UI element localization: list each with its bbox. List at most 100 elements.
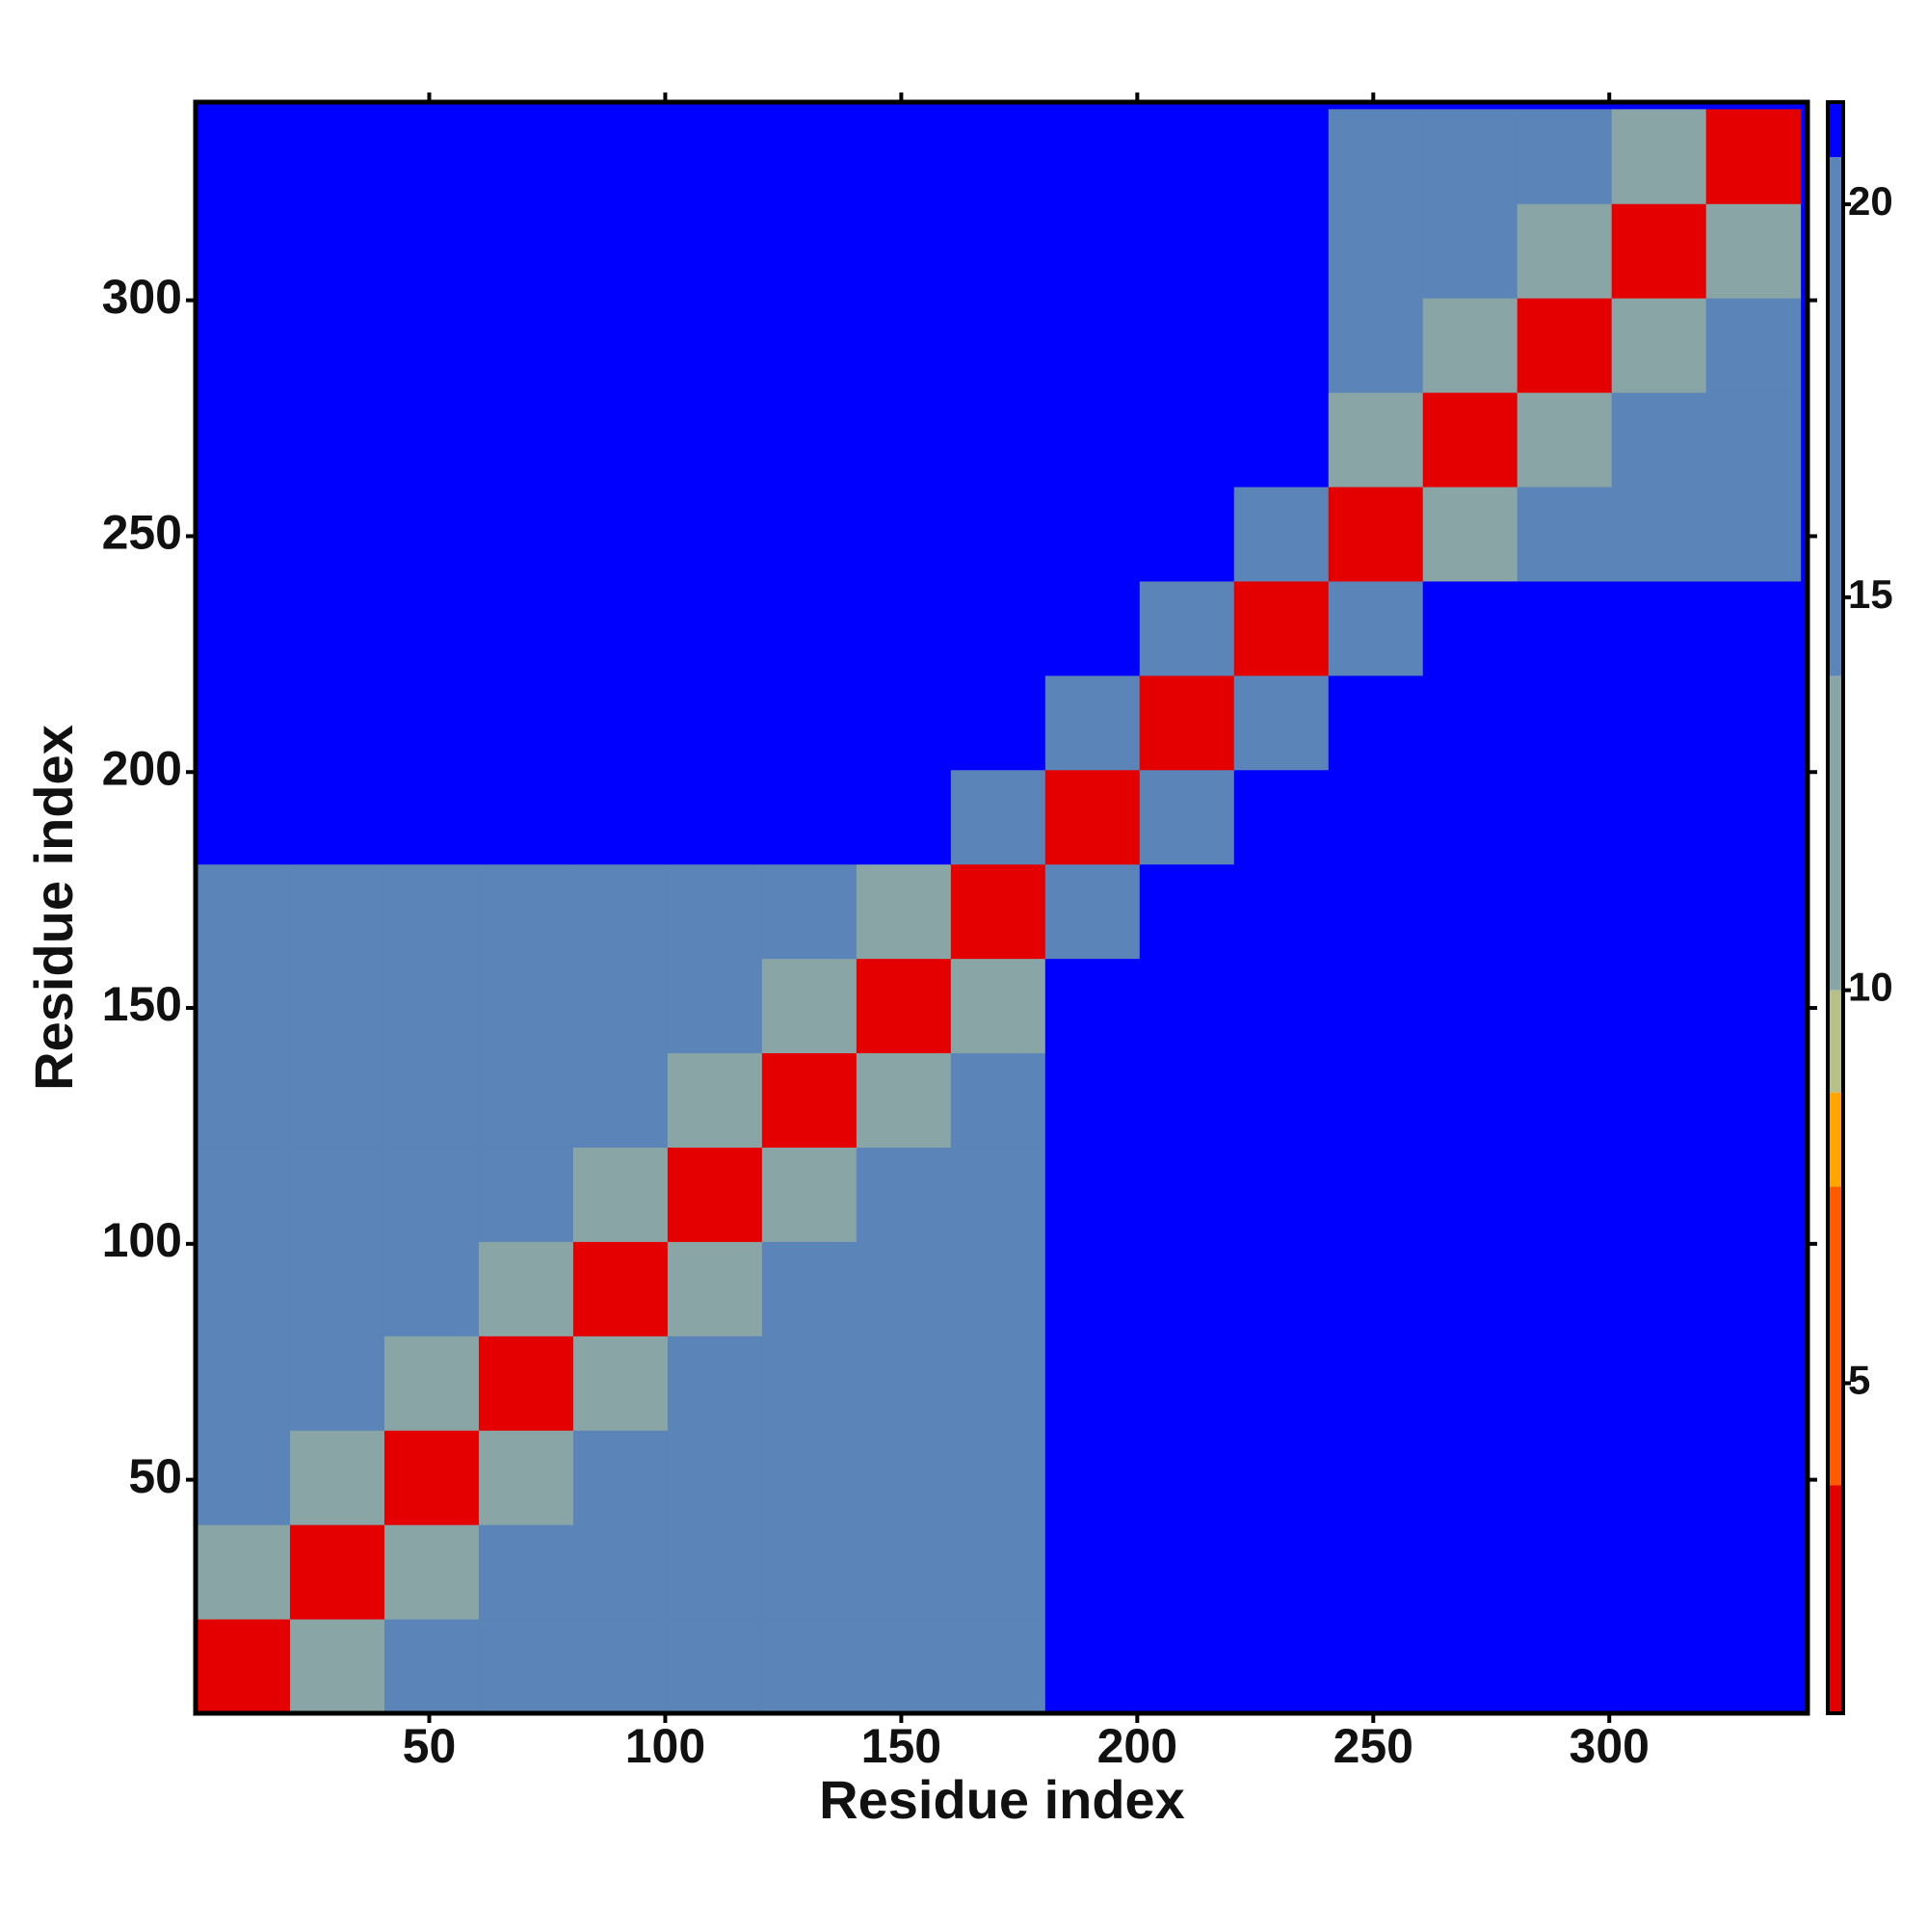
heatmap-cell (1044, 958, 1141, 1054)
heatmap-cell (196, 392, 291, 488)
heatmap-cell (478, 109, 574, 204)
heatmap-cell (950, 580, 1046, 676)
heatmap-cell (1611, 769, 1707, 865)
heatmap-cell (1044, 1052, 1141, 1148)
heatmap-cell (1705, 769, 1802, 865)
heatmap-cell (1611, 580, 1707, 676)
heatmap-cell (478, 1052, 574, 1148)
heatmap-cell (761, 769, 858, 865)
heatmap-cell (1705, 109, 1802, 204)
heatmap-cell (1517, 1524, 1613, 1620)
heatmap-cell (1517, 298, 1613, 393)
heatmap-cell (761, 863, 858, 960)
heatmap-cell (761, 1241, 858, 1337)
heatmap-cell (1328, 580, 1424, 676)
heatmap-cell (478, 1241, 574, 1337)
colorbar-segment (1828, 1092, 1843, 1187)
heatmap-cell (1611, 958, 1707, 1054)
heatmap-cell (1328, 863, 1424, 960)
heatmap-cell (289, 1430, 385, 1525)
heatmap-cell (1611, 392, 1707, 488)
heatmap-cell (572, 298, 669, 393)
heatmap-cell (1139, 769, 1235, 865)
heatmap-cell (196, 1052, 291, 1148)
heatmap-cell (1139, 1241, 1235, 1337)
heatmap-cell (856, 1336, 952, 1431)
heatmap-cell (1328, 487, 1424, 582)
heatmap-cell (1233, 298, 1330, 393)
heatmap-cell (289, 298, 385, 393)
heatmap-cell (1705, 487, 1802, 582)
heatmap-cell (950, 675, 1046, 771)
heatmap-cell (1705, 392, 1802, 488)
heatmap-cell (1044, 675, 1141, 771)
heatmap-cell (1233, 109, 1330, 204)
heatmap-cell (1139, 958, 1235, 1054)
heatmap-cell (572, 1619, 669, 1714)
heatmap-cell (950, 1336, 1046, 1431)
heatmap-cell (1139, 1147, 1235, 1242)
heatmap-cell (1044, 1241, 1141, 1337)
heatmap-cell (1705, 958, 1802, 1054)
heatmap-cell (1044, 487, 1141, 582)
heatmap-cell (1517, 203, 1613, 299)
heatmap-cell (1139, 109, 1235, 204)
heatmap-cell (667, 675, 763, 771)
colorbar-frame (1826, 100, 1845, 1715)
heatmap-cell (478, 1619, 574, 1714)
heatmap-cell (667, 487, 763, 582)
y-tick-label: 100 (102, 1213, 182, 1267)
heatmap-cell (1422, 487, 1518, 582)
heatmap-cell (478, 487, 574, 582)
heatmap-cell (761, 1524, 858, 1620)
heatmap-cell (1044, 1147, 1141, 1242)
heatmap-cell (1705, 1336, 1802, 1431)
heatmap-cell (1328, 1241, 1424, 1337)
heatmap-cell (667, 1430, 763, 1525)
heatmap-cell (761, 392, 858, 488)
heatmap-cell (950, 109, 1046, 204)
heatmap-cell (1517, 1052, 1613, 1148)
heatmap-cell (761, 1052, 858, 1148)
heatmap-cell (1611, 1430, 1707, 1525)
heatmap-cell (1139, 580, 1235, 676)
heatmap-cell (950, 1619, 1046, 1714)
heatmap-cell (761, 958, 858, 1054)
heatmap-cell (572, 109, 669, 204)
heatmap-cell (1044, 109, 1141, 204)
heatmap-cell (1233, 1619, 1330, 1714)
heatmap-cell (289, 1241, 385, 1337)
heatmap-cell (1517, 958, 1613, 1054)
heatmap-cell (667, 392, 763, 488)
heatmap-cell (856, 675, 952, 771)
heatmap-cell (1422, 958, 1518, 1054)
colorbar-tick-label: 15 (1848, 571, 1893, 617)
heatmap-cell (1044, 1619, 1141, 1714)
heatmap-cell (1422, 1147, 1518, 1242)
heatmap-cell (572, 769, 669, 865)
heatmap-cell (196, 863, 291, 960)
heatmap-cell (1233, 580, 1330, 676)
heatmap-cell (478, 298, 574, 393)
heatmap-cell (856, 1052, 952, 1148)
heatmap-cell (572, 392, 669, 488)
heatmap-cell (667, 1524, 763, 1620)
heatmap-cell (761, 675, 858, 771)
heatmap-cell (196, 1147, 291, 1242)
heatmap-cell (196, 1336, 291, 1431)
heatmap-cell (667, 1241, 763, 1337)
heatmap-cell (761, 580, 858, 676)
heatmap-cell (950, 1430, 1046, 1525)
heatmap-cell (289, 392, 385, 488)
heatmap-cell (572, 675, 669, 771)
heatmap-cell (1705, 1619, 1802, 1714)
heatmap-cell (1233, 863, 1330, 960)
heatmap-cell (196, 769, 291, 865)
heatmap-cell (383, 1619, 480, 1714)
heatmap-cell (856, 298, 952, 393)
heatmap-cell (1328, 1052, 1424, 1148)
heatmap-cell (1611, 298, 1707, 393)
heatmap-cell (950, 487, 1046, 582)
heatmap-cell (1233, 769, 1330, 865)
